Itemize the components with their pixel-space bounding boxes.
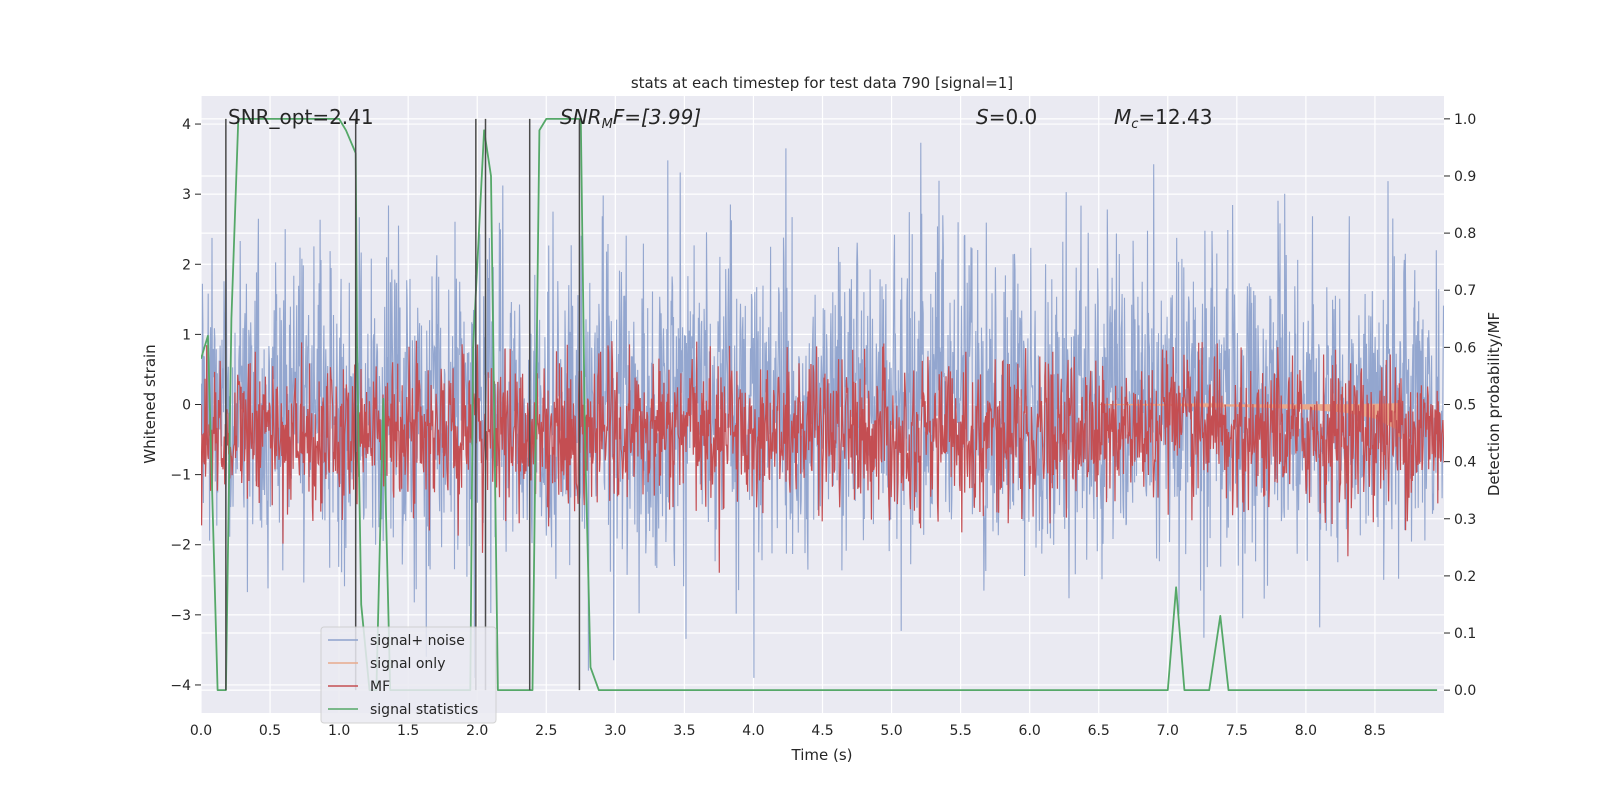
x-tick-label: 3.5	[673, 723, 695, 739]
legend-label-signal-statistics: signal statistics	[370, 702, 478, 718]
y2-tick-labels: 1.0 0.9 0.8 0.7 0.6 0.5 0.4 0.3 0.2 0.1 0.0	[1444, 112, 1476, 699]
x-tick-label: 1.5	[397, 723, 419, 739]
y2-tick-label: 0.7	[1454, 283, 1476, 299]
y2-tick-label: 0.9	[1454, 169, 1476, 185]
x-tick-label: 3.0	[604, 723, 626, 739]
y-tick-label: 0	[182, 398, 191, 414]
snr-subscript: M	[602, 117, 613, 132]
chart-title: stats at each timestep for test data 790…	[631, 74, 1013, 92]
y-tick-labels: 4 3 2 1 0 −1 −2 −3 −4	[170, 117, 201, 694]
signal-statistics-series	[201, 118, 1438, 691]
annotation-snr-mf: SNRMF=[3.99]	[560, 105, 701, 132]
x-tick-label: 7.5	[1226, 723, 1248, 739]
s-symbol: S	[976, 105, 989, 129]
annotation-s: S=0.0	[976, 105, 1037, 129]
x-tick-label: 8.5	[1364, 723, 1386, 739]
mf-series	[201, 340, 1444, 573]
legend-label-mf: MF	[370, 679, 390, 695]
legend-label-signal-noise: signal+ noise	[370, 633, 465, 649]
y-tick-label: −1	[170, 468, 191, 484]
x-tick-label: 7.0	[1157, 723, 1179, 739]
y2-tick-label: 0.2	[1454, 569, 1476, 585]
y2-tick-label: 1.0	[1454, 112, 1476, 128]
legend: signal+ noise signal only MF signal stat…	[320, 626, 497, 724]
annotation-snr-opt: SNR_opt=2.41	[228, 105, 374, 129]
annotation-mc: Mc=12.43	[1114, 105, 1212, 132]
x-tick-labels: 0.0 0.5 1.0 1.5 2.0 2.5 3.0 3.5 4.0 4.5 5.0 5.5 6.0 6…	[190, 723, 1386, 739]
s-value: =0.0	[989, 105, 1038, 129]
signal-statistics-line	[201, 118, 1438, 691]
x-tick-label: 6.5	[1088, 723, 1110, 739]
y-axis-label: Whitened strain	[141, 344, 159, 463]
mc-subscript: c	[1131, 117, 1138, 132]
y-tick-label: −4	[170, 678, 191, 694]
y2-tick-label: 0.0	[1454, 683, 1476, 699]
y2-tick-label: 0.4	[1454, 455, 1476, 471]
x-tick-label: 2.0	[466, 723, 488, 739]
y2-tick-label: 0.5	[1454, 398, 1476, 414]
mc-value: =12.43	[1138, 105, 1212, 129]
y2-tick-label: 0.3	[1454, 512, 1476, 528]
y2-tick-label: 0.1	[1454, 626, 1476, 642]
legend-box	[320, 626, 497, 724]
y-tick-label: 3	[182, 187, 191, 203]
snr-value: F=[3.99]	[613, 105, 701, 129]
x-tick-label: 4.5	[811, 723, 833, 739]
y-tick-label: −2	[170, 538, 191, 554]
x-tick-label: 2.5	[535, 723, 557, 739]
y2-axis-label: Detection probability/MF	[1485, 312, 1503, 496]
x-tick-label: 0.0	[190, 723, 212, 739]
vertical-markers	[225, 118, 581, 691]
y-tick-label: −3	[170, 608, 191, 624]
legend-label-signal-only: signal only	[370, 656, 445, 672]
x-tick-label: 0.5	[259, 723, 281, 739]
x-tick-label: 6.0	[1019, 723, 1041, 739]
x-tick-label: 1.0	[328, 723, 350, 739]
mf-line	[201, 340, 1444, 573]
y2-tick-label: 0.8	[1454, 226, 1476, 242]
x-tick-label: 4.0	[742, 723, 764, 739]
x-tick-label: 8.0	[1295, 723, 1317, 739]
y-tick-label: 2	[182, 257, 191, 273]
snr-text: SNR	[560, 105, 602, 129]
mc-symbol: M	[1114, 105, 1131, 129]
y-tick-label: 1	[182, 327, 191, 343]
x-tick-label: 5.0	[880, 723, 902, 739]
x-tick-label: 5.5	[949, 723, 971, 739]
y-tick-label: 4	[182, 117, 191, 133]
x-axis-label: Time (s)	[791, 746, 853, 764]
y2-tick-label: 0.6	[1454, 340, 1476, 356]
